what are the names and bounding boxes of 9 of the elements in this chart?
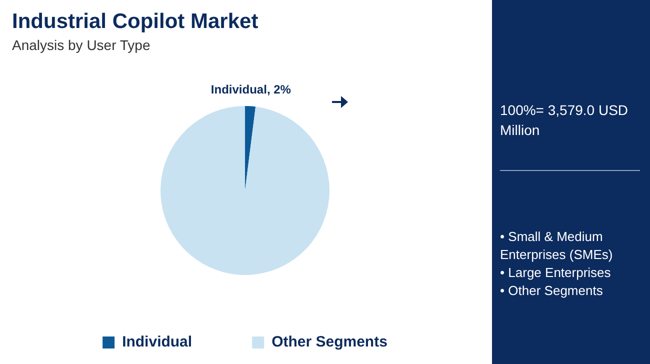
- legend-label: Individual: [122, 334, 192, 351]
- chart-subtitle: Analysis by User Type: [12, 37, 150, 53]
- legend-label: Other Segments: [272, 334, 388, 351]
- chart-title: Industrial Copilot Market: [12, 10, 258, 34]
- text: • Other Segments: [500, 282, 604, 300]
- text: • Small & Medium Enterprises (SMEs): [500, 228, 614, 264]
- text: • Large Enterprises: [500, 264, 612, 282]
- text: 100%= 3,579.0 USD Million: [500, 101, 630, 140]
- data-label: Individual, 2%: [210, 82, 292, 96]
